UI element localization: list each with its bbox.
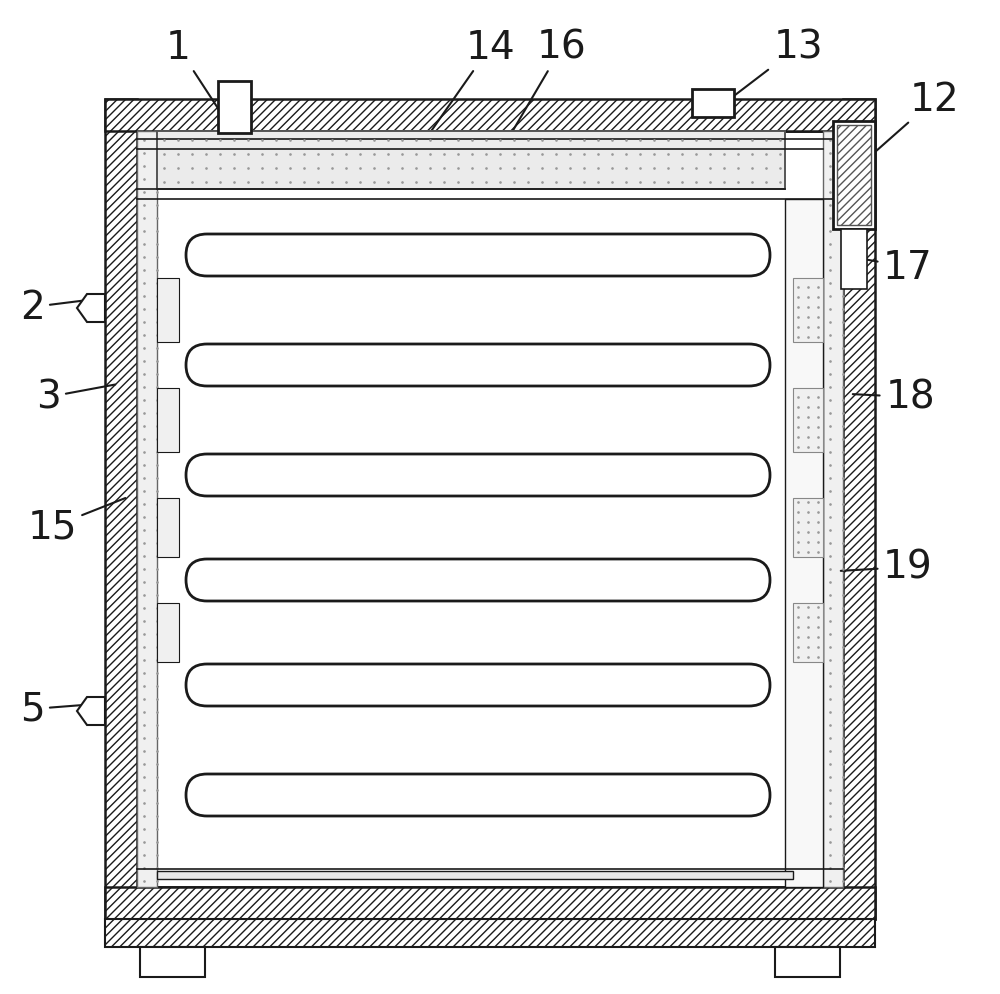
Polygon shape — [77, 294, 105, 323]
FancyBboxPatch shape — [186, 774, 770, 816]
Bar — [157, 499, 179, 558]
Bar — [157, 603, 179, 662]
FancyBboxPatch shape — [186, 560, 770, 601]
Bar — [841, 230, 867, 289]
Text: 19: 19 — [841, 549, 933, 586]
FancyBboxPatch shape — [186, 235, 770, 276]
Bar — [823, 132, 843, 887]
Bar — [793, 389, 823, 452]
Text: 13: 13 — [724, 29, 823, 104]
Bar — [793, 278, 823, 343]
Text: 16: 16 — [506, 29, 587, 142]
Bar — [157, 132, 785, 190]
FancyBboxPatch shape — [186, 454, 770, 496]
FancyBboxPatch shape — [186, 664, 770, 707]
Text: 17: 17 — [855, 248, 933, 286]
Bar — [137, 132, 157, 887]
Bar — [793, 499, 823, 558]
Bar — [785, 200, 823, 887]
Bar — [105, 100, 137, 919]
Bar — [105, 100, 875, 132]
Bar — [157, 389, 179, 452]
Bar — [137, 132, 843, 887]
Text: 15: 15 — [27, 499, 125, 547]
Text: 3: 3 — [36, 379, 115, 416]
Bar — [793, 603, 823, 662]
Bar — [775, 947, 840, 977]
Bar — [157, 871, 793, 879]
Text: 1: 1 — [166, 29, 236, 137]
Bar — [692, 89, 734, 118]
Text: 14: 14 — [422, 29, 515, 145]
Bar — [837, 126, 871, 226]
Text: 12: 12 — [860, 81, 960, 166]
Bar — [843, 100, 875, 919]
Bar — [140, 947, 205, 977]
Bar — [157, 278, 179, 343]
Text: 2: 2 — [20, 288, 93, 327]
Bar — [105, 919, 875, 947]
Bar — [105, 887, 875, 919]
Text: 5: 5 — [20, 690, 93, 729]
Polygon shape — [77, 698, 105, 726]
Text: 18: 18 — [853, 379, 935, 416]
FancyBboxPatch shape — [186, 345, 770, 387]
Bar — [833, 122, 875, 230]
Bar — [218, 82, 251, 134]
